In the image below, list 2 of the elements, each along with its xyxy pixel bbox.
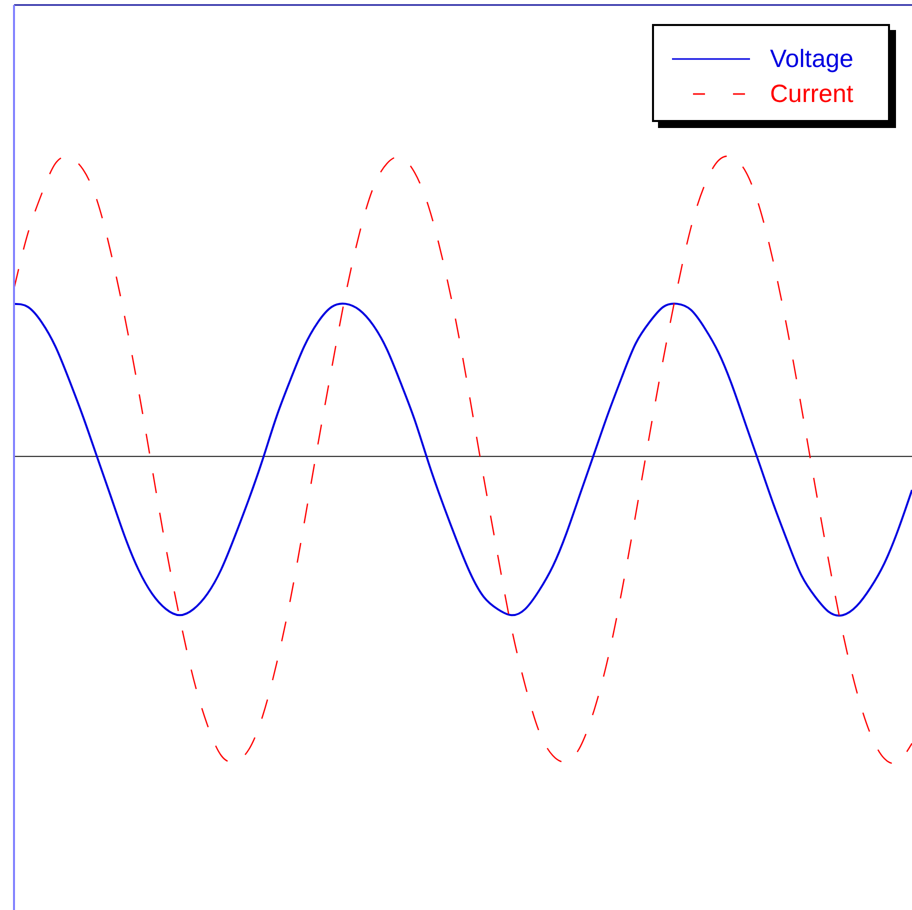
legend-label: Voltage <box>770 44 854 74</box>
legend-label: Current <box>770 78 854 108</box>
